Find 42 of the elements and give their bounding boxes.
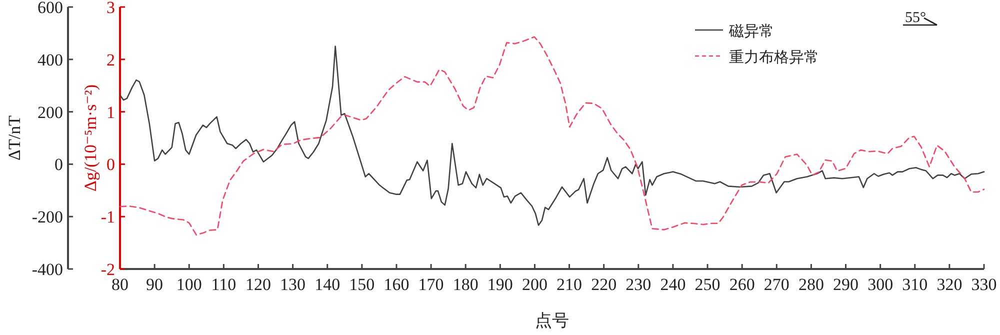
x-tick-label: 270 (764, 275, 790, 294)
annotation: 55° (905, 10, 926, 26)
x-tick-label: 110 (211, 275, 236, 294)
x-tick-label: 330 (971, 275, 997, 294)
x-tick-label: 260 (729, 275, 755, 294)
y-tick-label: 400 (38, 50, 63, 70)
y2-tick-label: -1 (100, 208, 115, 227)
x-tick-label: 300 (868, 275, 894, 294)
y-tick-label: -400 (32, 260, 63, 279)
x-tick-label: 240 (660, 275, 686, 294)
x-tick-label: 280 (798, 275, 824, 294)
x-tick-label: 320 (936, 275, 962, 294)
x-tick-label: 90 (146, 275, 164, 294)
x-tick-label: 190 (487, 275, 513, 294)
legend-label: 重力布格异常 (729, 48, 819, 66)
x-tick-label: 290 (833, 275, 859, 294)
x-axis-title: 点号 (535, 311, 569, 331)
x-tick-label: 210 (556, 275, 582, 294)
y2-tick-label: 1 (106, 102, 115, 122)
y-tick-label: -200 (32, 208, 63, 227)
x-tick-label: 150 (349, 275, 375, 294)
x-tick-label: 180 (452, 275, 478, 294)
y-axis-title: ΔT/nT (5, 114, 24, 160)
x-tick-label: 130 (280, 275, 306, 294)
x-tick-label: 200 (522, 275, 548, 294)
y2-tick-label: 3 (106, 0, 115, 17)
x-tick-label: 120 (245, 275, 271, 294)
y-tick-label: 600 (38, 0, 63, 17)
legend-label: 磁异常 (728, 22, 774, 40)
y2-tick-label: 2 (106, 50, 115, 70)
x-tick-label: 140 (314, 275, 340, 294)
y2-tick-label: 0 (106, 155, 115, 174)
x-tick-label: 250 (694, 275, 720, 294)
y2-axis-title: Δg/(10⁻⁵m·s⁻²) (81, 84, 100, 192)
x-tick-label: 220 (591, 275, 617, 294)
x-tick-label: 160 (384, 275, 410, 294)
x-tick-label: 230 (626, 275, 652, 294)
y-tick-label: 200 (38, 102, 63, 122)
x-tick-label: 310 (902, 275, 928, 294)
x-tick-label: 170 (418, 275, 444, 294)
x-tick-label: 100 (176, 275, 202, 294)
y-tick-label: 0 (54, 155, 63, 174)
